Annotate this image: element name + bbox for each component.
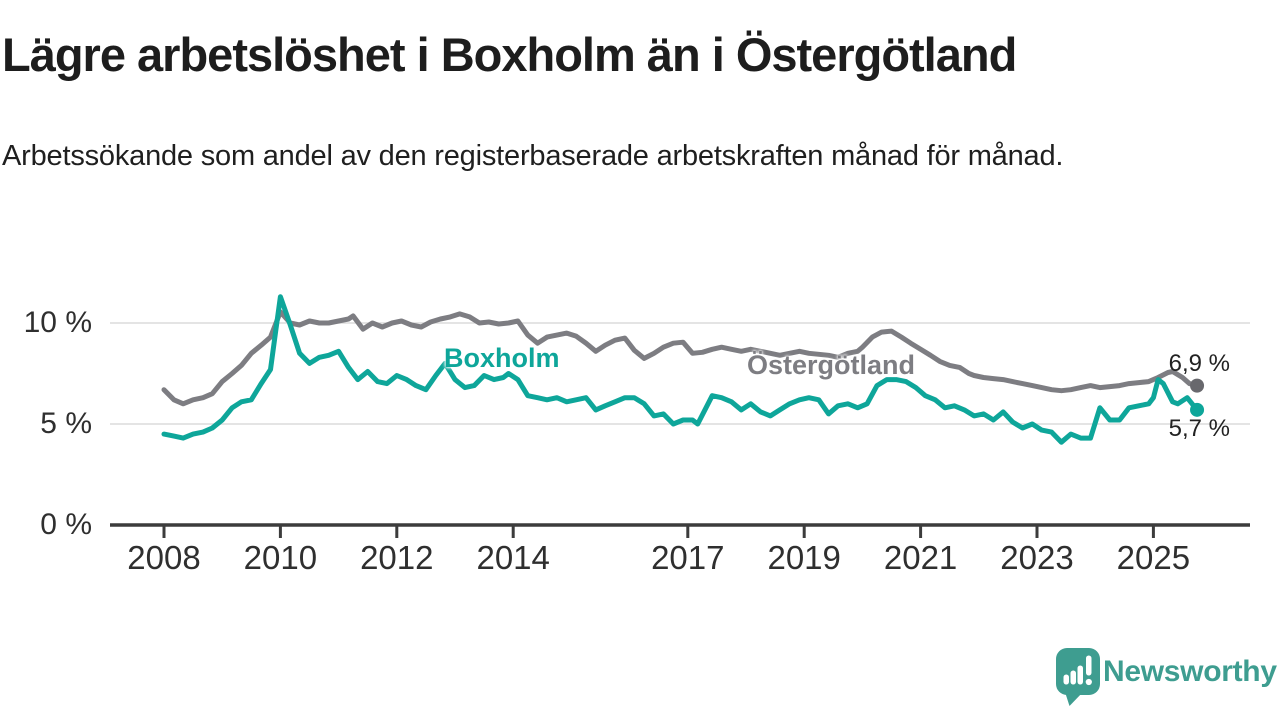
newsworthy-logo-icon <box>1056 648 1100 706</box>
series-label-boxholm: Boxholm <box>444 343 560 373</box>
end-value-boxholm: 5,7 % <box>1168 415 1230 442</box>
x-axis-label: 2014 <box>476 539 550 576</box>
newsworthy-logo-text: Newsworthy <box>1103 655 1277 688</box>
y-axis-label: 10 % <box>23 306 92 339</box>
x-axis-label: 2010 <box>243 539 318 576</box>
line-boxholm <box>161 294 1200 445</box>
x-axis-label: 2025 <box>1116 539 1191 576</box>
x-axis-label: 2012 <box>360 539 434 576</box>
end-value-ostergotland: 6,9 % <box>1168 350 1230 377</box>
line-östergötland <box>161 309 1200 407</box>
x-axis-label: 2017 <box>651 539 725 576</box>
y-axis-label: 0 % <box>40 508 92 541</box>
page-title: Lägre arbetslöshet i Boxholm än i Österg… <box>2 28 1017 81</box>
end-dot-boxholm <box>1190 402 1205 417</box>
x-axis-label: 2021 <box>883 539 958 576</box>
chart-subtitle: Arbetssökande som andel av den registerb… <box>2 140 1064 172</box>
end-dot-östergötland <box>1190 378 1205 393</box>
x-axis-label: 2019 <box>767 539 841 576</box>
series-label-ostergotland: Östergötland <box>747 350 916 380</box>
y-axis-label: 5 % <box>40 407 92 440</box>
x-axis-label: 2023 <box>1000 539 1074 576</box>
x-axis-label: 2008 <box>127 539 201 576</box>
